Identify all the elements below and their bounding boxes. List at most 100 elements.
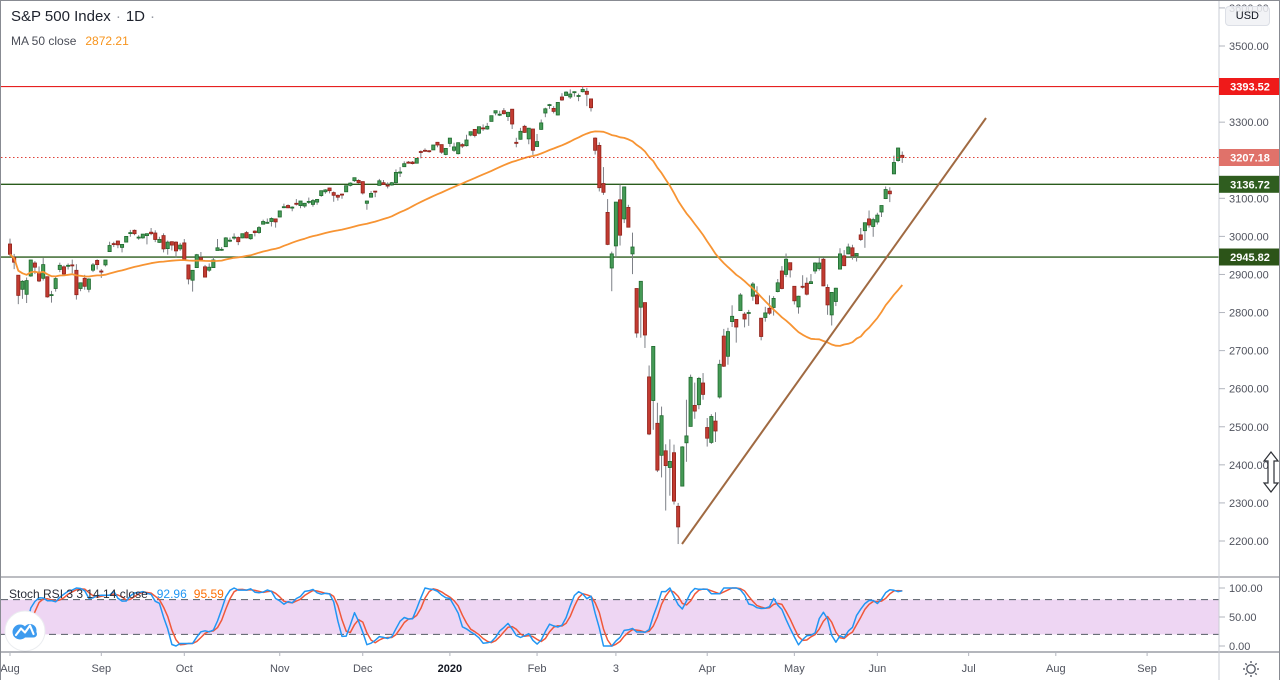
candle-body bbox=[32, 262, 37, 268]
candle-body bbox=[792, 285, 797, 302]
candle-body bbox=[344, 185, 349, 193]
candle-body bbox=[120, 243, 125, 248]
time-axis-label: Sep bbox=[92, 663, 112, 675]
candle-body bbox=[721, 335, 726, 367]
candle-body bbox=[86, 278, 91, 290]
candle-body bbox=[626, 206, 631, 228]
candle-body bbox=[369, 192, 374, 198]
candle-body bbox=[535, 141, 540, 147]
candle-body bbox=[211, 259, 216, 268]
candle-body bbox=[734, 318, 739, 328]
stoch-rsi-label[interactable]: Stoch RSI 3 3 14 14 close bbox=[9, 587, 148, 601]
candle-body bbox=[136, 236, 141, 239]
candle-body bbox=[613, 201, 618, 247]
candle-body bbox=[771, 297, 776, 308]
candle-body bbox=[240, 233, 245, 239]
candle-body bbox=[207, 266, 212, 271]
candle-body bbox=[609, 253, 614, 269]
price-tick-label: 2800.00 bbox=[1229, 308, 1269, 320]
symbol-title-row: S&P 500 Index · 1D · bbox=[11, 8, 160, 25]
candle-body bbox=[327, 187, 332, 192]
candle-body bbox=[431, 144, 436, 151]
time-axis-label: May bbox=[784, 663, 805, 675]
candle-body bbox=[896, 147, 901, 162]
candle-body bbox=[692, 404, 697, 412]
candle-body bbox=[568, 93, 573, 98]
candle-body bbox=[522, 125, 527, 133]
candle-body bbox=[186, 264, 191, 280]
candle-body bbox=[286, 205, 291, 209]
candle-body bbox=[485, 125, 490, 130]
candle-body bbox=[638, 280, 643, 308]
candle-body bbox=[887, 190, 892, 195]
candle-body bbox=[49, 294, 54, 297]
mountain-line bbox=[14, 624, 35, 637]
candle-body bbox=[198, 257, 203, 261]
price-tick-label: 3100.00 bbox=[1229, 193, 1269, 205]
candle-body bbox=[788, 262, 793, 271]
candle-body bbox=[132, 229, 137, 235]
separator-dot: · bbox=[150, 8, 155, 25]
candle-body bbox=[281, 206, 286, 209]
candle-body bbox=[547, 104, 552, 106]
candle-body bbox=[526, 127, 531, 140]
candle-body bbox=[589, 98, 594, 109]
candle-body bbox=[418, 151, 423, 153]
candle-body bbox=[713, 420, 718, 432]
stoch-d-value: 95.59 bbox=[193, 587, 224, 601]
candle-body bbox=[398, 171, 403, 174]
candle-body bbox=[580, 89, 585, 93]
candle-body bbox=[310, 200, 315, 205]
time-axis-label: Aug bbox=[1, 663, 20, 675]
candle-body bbox=[858, 234, 863, 240]
candle-body bbox=[730, 315, 735, 322]
candle-body bbox=[190, 269, 195, 281]
time-axis-label: Feb bbox=[528, 663, 547, 675]
ma-legend-row: MA 50 close 2872.21 bbox=[11, 34, 160, 48]
candle-body bbox=[16, 274, 21, 296]
candle-body bbox=[460, 144, 465, 147]
candle-body bbox=[464, 139, 469, 147]
candle-body bbox=[111, 243, 116, 246]
candle-body bbox=[406, 161, 411, 164]
candle-body bbox=[173, 241, 178, 252]
candle-body bbox=[302, 202, 307, 207]
time-axis-label: Sep bbox=[1137, 663, 1157, 675]
candle-body bbox=[738, 294, 743, 312]
candle-body bbox=[555, 102, 560, 116]
candle-body bbox=[20, 280, 25, 290]
time-scale[interactable] bbox=[1, 652, 1219, 680]
ma-label[interactable]: MA 50 close bbox=[11, 34, 77, 48]
candle-body bbox=[381, 182, 386, 185]
timescale-settings-button[interactable] bbox=[1241, 659, 1261, 679]
candle-body bbox=[862, 222, 867, 232]
currency-toggle-button[interactable]: USD bbox=[1224, 6, 1270, 26]
candle-body bbox=[622, 186, 627, 220]
candle-body bbox=[846, 246, 851, 255]
candle-body bbox=[472, 128, 477, 136]
candle-body bbox=[688, 376, 693, 427]
interval-selector[interactable]: 1D bbox=[125, 8, 145, 25]
symbol-name[interactable]: S&P 500 Index bbox=[11, 8, 111, 25]
candle-body bbox=[593, 137, 598, 151]
candle-body bbox=[165, 241, 170, 250]
candle-body bbox=[252, 230, 257, 234]
candle-body bbox=[655, 422, 660, 471]
candle-body bbox=[763, 312, 768, 318]
candle-body bbox=[642, 302, 647, 336]
candle-body bbox=[45, 276, 50, 298]
candle-body bbox=[476, 126, 481, 134]
candle-body bbox=[144, 233, 149, 236]
gear-icon bbox=[1243, 661, 1259, 677]
candle-body bbox=[676, 505, 681, 528]
price-label-badge bbox=[1219, 149, 1279, 166]
trendline[interactable] bbox=[681, 117, 987, 545]
candle-body bbox=[182, 242, 187, 260]
candle-body bbox=[705, 427, 710, 439]
candle-body bbox=[339, 193, 344, 196]
candle-body bbox=[57, 264, 62, 270]
price-scale[interactable] bbox=[1219, 1, 1279, 652]
candle-body bbox=[74, 269, 79, 296]
time-axis-label: Jul bbox=[962, 663, 976, 675]
